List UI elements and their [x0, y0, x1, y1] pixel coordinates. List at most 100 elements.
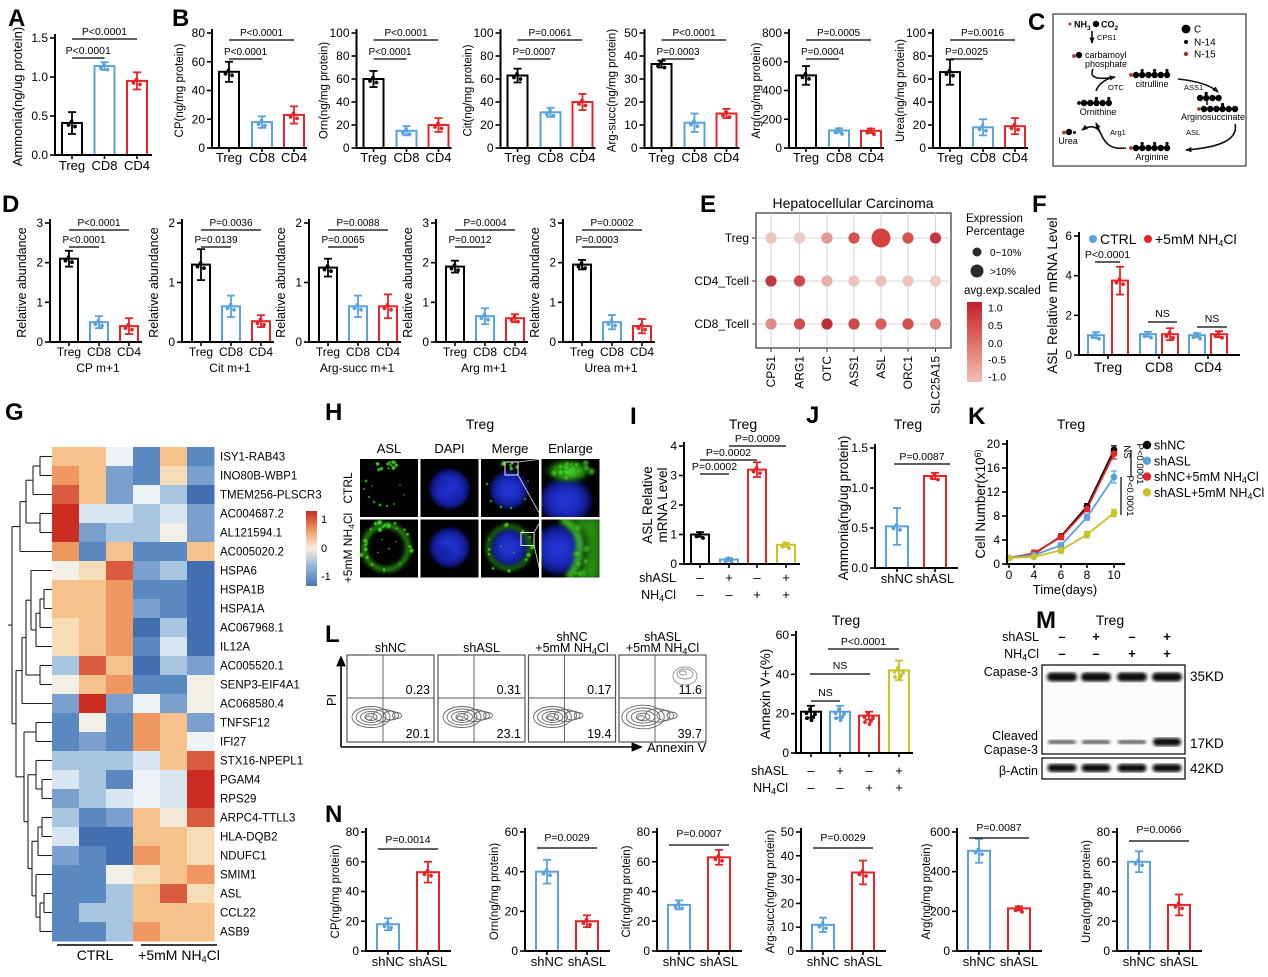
svg-text:Urea m+1: Urea m+1 — [584, 361, 637, 375]
svg-text:CD8: CD8 — [826, 150, 852, 165]
svg-text:0: 0 — [775, 141, 782, 155]
svg-text:shNC: shNC — [1123, 954, 1156, 969]
svg-text:shASL: shASL — [700, 954, 738, 969]
svg-text:NH4Cl: NH4Cl — [641, 588, 676, 604]
svg-text:4: 4 — [993, 533, 1000, 547]
svg-text:40: 40 — [505, 865, 519, 879]
svg-text:N: N — [325, 801, 342, 828]
svg-text:+5mM NH4Cl: +5mM NH4Cl — [535, 641, 608, 657]
svg-text:1: 1 — [422, 295, 429, 309]
svg-text:SLC25A15: SLC25A15 — [929, 356, 943, 414]
svg-text:ASL: ASL — [377, 441, 402, 456]
svg-text:2: 2 — [670, 498, 677, 512]
svg-text:P=0.0004: P=0.0004 — [463, 218, 507, 229]
svg-text:0.5: 0.5 — [851, 521, 868, 535]
svg-text:Treg: Treg — [1096, 612, 1124, 628]
svg-text:20: 20 — [480, 118, 494, 132]
svg-text:Treg: Treg — [832, 612, 860, 628]
svg-text:60: 60 — [637, 855, 651, 869]
svg-text:CD4: CD4 — [713, 150, 739, 165]
svg-text:shASL: shASL — [1160, 954, 1198, 969]
svg-text:50: 50 — [781, 825, 795, 839]
svg-text:P=0.0087: P=0.0087 — [976, 822, 1021, 834]
svg-text:20: 20 — [776, 707, 790, 721]
svg-text:NS: NS — [1205, 313, 1220, 325]
svg-text:Enlarge: Enlarge — [548, 441, 593, 456]
svg-text:20.1: 20.1 — [406, 727, 430, 741]
svg-text:+5mM NH4Cl: +5mM NH4Cl — [138, 947, 220, 965]
svg-text:0: 0 — [549, 335, 556, 349]
svg-text:0: 0 — [511, 944, 518, 958]
svg-text:AC005520.1: AC005520.1 — [220, 661, 284, 673]
svg-text:–: – — [836, 780, 844, 795]
svg-text:1: 1 — [549, 295, 556, 309]
svg-text:P<0.0001: P<0.0001 — [1085, 249, 1130, 261]
svg-text:10: 10 — [624, 118, 638, 132]
svg-text:0: 0 — [321, 543, 327, 555]
svg-text:8: 8 — [993, 509, 1000, 523]
svg-text:D: D — [2, 191, 19, 218]
svg-text:100: 100 — [473, 26, 493, 40]
svg-text:80: 80 — [336, 49, 350, 63]
svg-text:CD4: CD4 — [1194, 359, 1222, 375]
svg-text:P=0.0009: P=0.0009 — [735, 433, 780, 445]
svg-text:β-Actin: β-Actin — [999, 764, 1038, 778]
svg-text:A: A — [8, 5, 25, 32]
svg-text:400: 400 — [930, 865, 950, 879]
svg-text:40: 40 — [913, 95, 927, 109]
svg-text:P<0.0001: P<0.0001 — [224, 47, 268, 58]
svg-text:–: – — [696, 570, 704, 585]
svg-text:+5mM NH4Cl: +5mM NH4Cl — [1155, 231, 1237, 249]
svg-text:800: 800 — [762, 26, 782, 40]
svg-text:P=0.0003: P=0.0003 — [656, 47, 700, 58]
svg-text:–: – — [807, 780, 815, 795]
svg-text:Cleaved: Cleaved — [992, 729, 1038, 743]
svg-text:+: + — [1163, 629, 1171, 644]
svg-text:ARG1: ARG1 — [793, 356, 807, 389]
svg-text:0.0: 0.0 — [31, 148, 48, 162]
svg-text:AC067968.1: AC067968.1 — [220, 623, 284, 635]
svg-text:NH3: NH3 — [1074, 20, 1091, 33]
svg-text:Cit(ng/mg protein): Cit(ng/mg protein) — [463, 44, 475, 136]
svg-text:40: 40 — [637, 885, 651, 899]
svg-text:2: 2 — [549, 256, 556, 270]
svg-text:0: 0 — [670, 557, 677, 571]
svg-text:20: 20 — [624, 95, 638, 109]
svg-text:HSPA1B: HSPA1B — [220, 585, 265, 597]
svg-text:Treg: Treg — [360, 150, 386, 165]
svg-text:Arg(ng/mg protein): Arg(ng/mg protein) — [921, 843, 933, 939]
svg-text:0: 0 — [295, 335, 302, 349]
svg-text:shASL: shASL — [1000, 954, 1038, 969]
svg-text:0: 0 — [782, 746, 789, 760]
svg-text:40: 40 — [1097, 885, 1111, 899]
svg-text:CD8: CD8 — [393, 150, 419, 165]
svg-text:INO80B-WBP1: INO80B-WBP1 — [220, 471, 297, 483]
svg-text:Ornithine: Ornithine — [1080, 107, 1117, 117]
svg-text:CD8: CD8 — [970, 150, 996, 165]
svg-text:>10%: >10% — [990, 267, 1016, 278]
svg-text:60: 60 — [913, 72, 927, 86]
svg-text:ASL Relative: ASL Relative — [640, 466, 655, 544]
svg-text:1.0: 1.0 — [851, 481, 868, 495]
svg-text:P=0.0012: P=0.0012 — [448, 235, 492, 246]
svg-text:AC068580.4: AC068580.4 — [220, 699, 285, 711]
svg-text:K: K — [968, 403, 986, 430]
svg-text:60: 60 — [480, 72, 494, 86]
svg-text:Treg: Treg — [1057, 416, 1085, 432]
svg-text:17KD: 17KD — [1190, 736, 1224, 751]
svg-text:Relative abundance: Relative abundance — [274, 227, 288, 338]
svg-text:CD8: CD8 — [219, 345, 243, 359]
svg-text:60: 60 — [776, 628, 790, 642]
svg-text:NS: NS — [1155, 308, 1170, 320]
svg-text:P=0.0002: P=0.0002 — [590, 218, 634, 229]
svg-text:HSPA1A: HSPA1A — [220, 604, 265, 616]
svg-text:11.6: 11.6 — [679, 683, 702, 697]
svg-text:P=0.0025: P=0.0025 — [945, 47, 989, 58]
svg-text:P<0.0001: P<0.0001 — [1134, 444, 1145, 485]
svg-text:20: 20 — [505, 904, 519, 918]
svg-text:1: 1 — [670, 528, 677, 542]
svg-text:-1.0: -1.0 — [988, 371, 1006, 383]
svg-text:P<0.0001: P<0.0001 — [1124, 476, 1135, 517]
svg-text:Relative abundance: Relative abundance — [528, 227, 542, 338]
svg-text:C: C — [1028, 9, 1045, 36]
